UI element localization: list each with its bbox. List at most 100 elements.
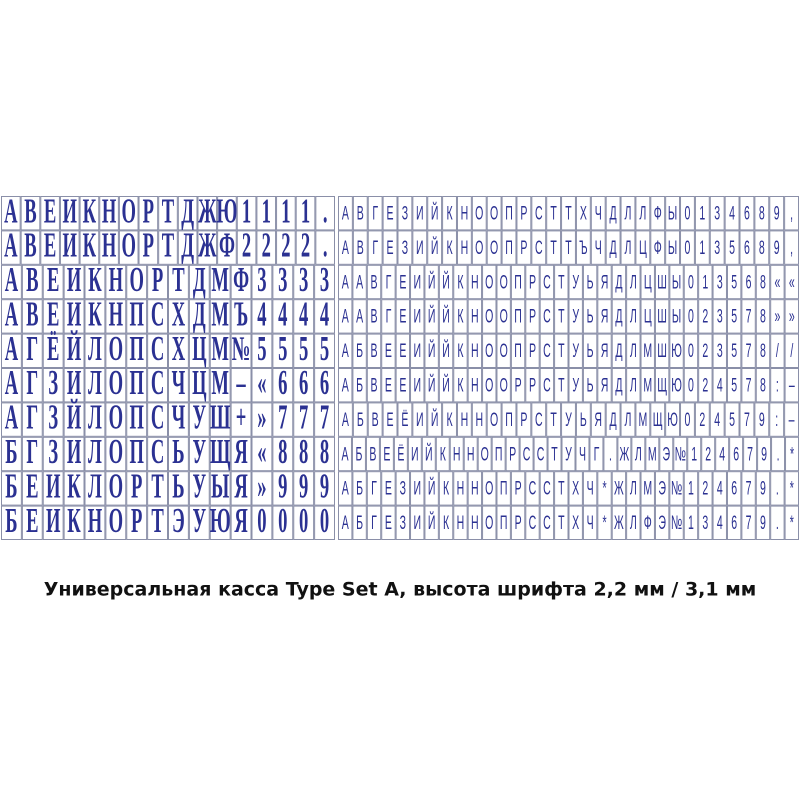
small-type: С [543, 272, 551, 293]
type-cell [453, 505, 468, 541]
small-type: О [500, 341, 508, 362]
type-cell [724, 230, 740, 265]
small-type: Ш [657, 272, 667, 293]
small-type: 8 [760, 375, 766, 396]
small-type: Л [630, 375, 637, 396]
small-type: 9 [761, 444, 767, 465]
small-type: В [371, 307, 378, 328]
type-cell [582, 368, 598, 403]
type-cell [168, 333, 189, 369]
type-cell [42, 368, 64, 403]
type-cell [755, 471, 771, 506]
small-type: Е [399, 307, 406, 328]
type-cell [105, 264, 127, 300]
large-type: У [192, 398, 206, 437]
type-cell [635, 402, 651, 437]
type-cell [395, 299, 411, 334]
type-cell [352, 196, 368, 231]
small-type: Х [580, 203, 587, 224]
small-type: 3 [714, 238, 720, 259]
small-type: Т [558, 375, 565, 396]
small-type: 0 [685, 203, 691, 224]
large-type: 6 [299, 363, 308, 402]
type-cell [59, 196, 80, 231]
type-cell [582, 333, 598, 369]
large-type: Г [26, 363, 38, 402]
small-type: С [523, 444, 531, 465]
type-cell [683, 264, 699, 300]
type-cell [217, 230, 237, 265]
type-cell [741, 471, 756, 506]
type-cell [770, 264, 785, 300]
large-type: Д [193, 294, 206, 333]
small-type: И [413, 307, 421, 328]
type-cell [605, 196, 621, 231]
large-type: 9 [320, 466, 329, 505]
large-type: А [5, 363, 18, 402]
type-cell [701, 436, 716, 472]
small-type: Щ [657, 375, 667, 396]
large-type: М [211, 260, 229, 299]
small-type: Ы [672, 272, 681, 293]
type-cell [755, 264, 771, 300]
small-type: Й [442, 338, 450, 362]
small-type: Й [428, 304, 436, 328]
small-type: Н [461, 238, 469, 259]
type-cell [138, 196, 159, 231]
type-cell [739, 196, 755, 231]
large-type: О [121, 191, 135, 230]
type-cell [395, 264, 411, 300]
small-type: Б [356, 513, 363, 534]
small-type: Д [610, 238, 617, 259]
large-type: У [192, 501, 206, 540]
type-cell [295, 230, 316, 265]
small-type: Т [558, 341, 565, 362]
small-type: А [342, 410, 349, 431]
type-cell [21, 264, 43, 300]
type-cell [272, 299, 294, 334]
small-type: Р [515, 375, 522, 396]
large-type: С [151, 329, 164, 368]
small-type: Й [442, 270, 450, 294]
large-type: Б [5, 466, 17, 505]
large-type: Я [234, 501, 247, 540]
large-type: » [257, 466, 266, 505]
type-cell [42, 333, 64, 369]
large-type: В [26, 294, 38, 333]
type-cell [338, 368, 353, 403]
small-type: С [543, 341, 551, 362]
small-type: Н [471, 513, 479, 534]
type-cell [338, 299, 353, 334]
type-cell [516, 230, 532, 265]
type-grid: А В Е И К Н О Р Т Д Ж Ю 1 1 1 1 .А В Е И К Н О Р Т Д Ж Ф 2 2 2 2 .А В Е И К Н… [1, 191, 799, 541]
small-type: № [671, 479, 682, 500]
small-type: 8 [760, 307, 766, 328]
small-type: Я [594, 410, 602, 431]
type-cell [471, 196, 487, 231]
type-cell [683, 333, 699, 369]
small-type: А [342, 272, 349, 293]
type-cell [501, 230, 517, 265]
type-cell [467, 471, 483, 506]
type-cell [709, 402, 725, 437]
type-cell [230, 436, 252, 472]
type-cell [482, 368, 497, 403]
small-type: Й [428, 476, 436, 500]
large-type: А [5, 260, 18, 299]
type-cell [84, 402, 106, 437]
type-cell [382, 402, 398, 437]
type-cell [272, 368, 294, 403]
small-type: Ы [668, 203, 677, 224]
small-type: Л [630, 307, 637, 328]
small-type: 9 [760, 513, 766, 534]
type-cell [410, 333, 425, 369]
type-cell [230, 505, 252, 541]
large-type: Э [172, 501, 185, 540]
type-cell [314, 299, 335, 334]
type-cell [482, 299, 497, 334]
type-cell [531, 196, 547, 231]
small-type: З [400, 479, 406, 500]
small-type: . [609, 444, 612, 465]
small-type: 1 [691, 444, 697, 465]
large-type: З [48, 363, 58, 402]
